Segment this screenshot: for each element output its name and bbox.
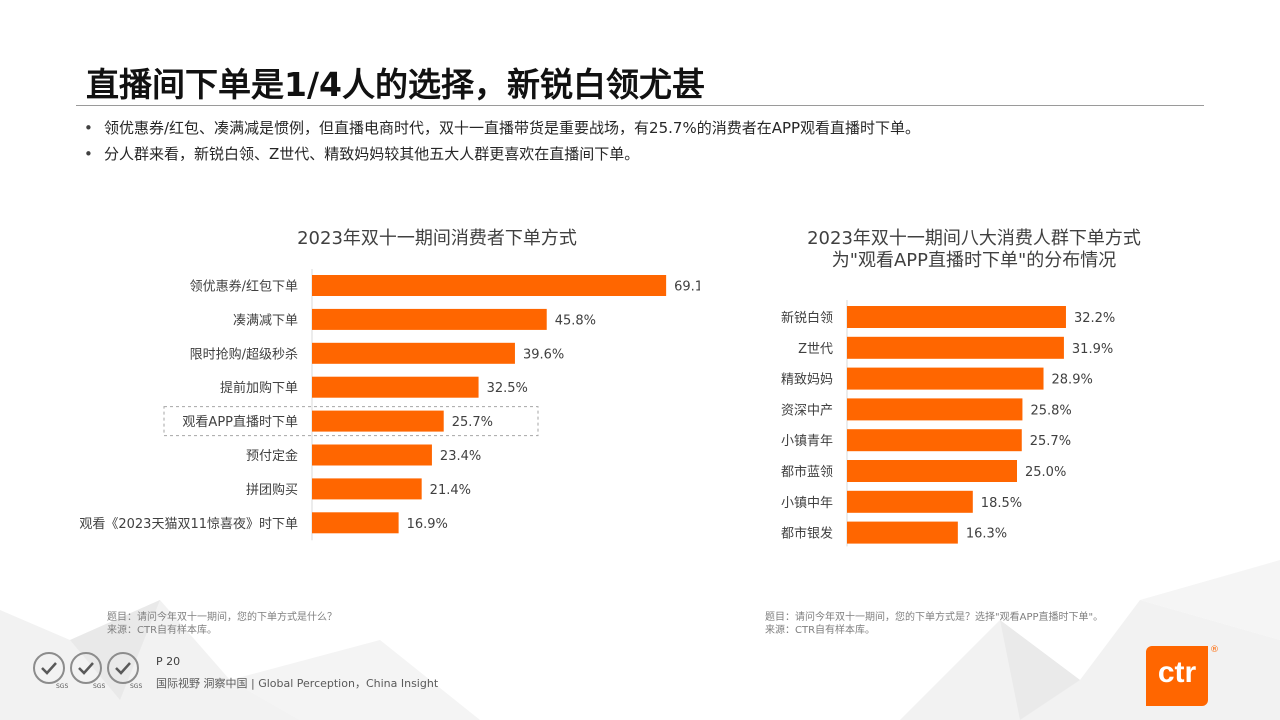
left-chart-title: 2023年双十一期间消费者下单方式 — [297, 228, 577, 249]
value-label: 25.0% — [1025, 465, 1066, 480]
bar — [312, 308, 547, 330]
bar — [312, 512, 399, 534]
value-label: 32.5% — [487, 381, 528, 396]
page-number: P 20 — [156, 655, 181, 668]
category-label: 提前加购下单 — [220, 380, 298, 396]
ctr-logo: ctr — [1146, 646, 1208, 706]
value-label: 16.9% — [407, 517, 448, 532]
bar — [312, 410, 444, 432]
sgs-badge-label: SGS — [56, 683, 68, 690]
bar — [847, 460, 1017, 482]
note-source: 来源：CTR自有样本库。 — [765, 625, 876, 636]
value-label: 25.7% — [452, 415, 493, 430]
value-label: 28.9% — [1052, 373, 1093, 388]
registered-mark: ® — [1210, 645, 1219, 655]
category-label: 小镇中年 — [781, 496, 833, 511]
ctr-logo-text: ctr — [1157, 656, 1197, 689]
left-chart-note: 题目：请问今年双十一期间，您的下单方式是什么？ 来源：CTR自有样本库。 — [107, 611, 337, 637]
category-label: 凑满减下单 — [233, 313, 298, 328]
value-label: 39.6% — [523, 347, 564, 362]
value-label: 18.5% — [981, 496, 1022, 511]
bar — [312, 478, 422, 500]
category-label: Z世代 — [798, 342, 833, 357]
category-label: 资深中产 — [781, 403, 833, 418]
bar — [847, 429, 1022, 452]
bullet-item: 领优惠券/红包、凑满减是惯例，但直播电商时代，双十一直播带货是重要战场，有25.… — [84, 118, 920, 144]
highlight-box — [163, 406, 539, 437]
right-chart-note: 题目：请问今年双十一期间，您的下单方式是？选择"观看APP直播时下单"。 来源：… — [765, 611, 1103, 637]
category-label: 预付定金 — [246, 448, 298, 464]
bar — [847, 521, 958, 544]
right-bar-chart: 新锐白领 32.2% Z世代 31.9% 精致妈妈 28.9% 资深中产 25.8% 小镇青年 2… — [781, 300, 1115, 547]
bullet-list: 领优惠券/红包、凑满减是惯例，但直播电商时代，双十一直播带货是重要战场，有25.… — [84, 118, 920, 170]
category-label: 领优惠券/红包下单 — [190, 279, 298, 295]
value-label: 21.4% — [430, 483, 471, 498]
left-bar-chart: 领优惠券/红包下单 69.1% 凑满减下单 45.8% 限时抢购/超级秒杀 39.6% 提前… — [79, 269, 700, 541]
note-question: 题目：请问今年双十一期间，您的下单方式是？选择"观看APP直播时下单"。 — [765, 612, 1104, 623]
value-label: 45.8% — [555, 313, 596, 328]
value-label: 25.8% — [1030, 403, 1071, 418]
sgs-badge-label: SGS — [93, 683, 105, 690]
category-label: 新锐白领 — [781, 310, 833, 326]
category-label: 精致妈妈 — [781, 373, 833, 388]
bar — [847, 367, 1044, 390]
bar — [312, 444, 432, 466]
value-label: 25.7% — [1030, 434, 1071, 449]
note-source: 来源：CTR自有样本库。 — [107, 625, 218, 636]
bar — [312, 342, 515, 364]
sgs-certification-badges: SGS SGS SGS — [33, 652, 142, 690]
bar — [847, 336, 1064, 359]
bar — [847, 490, 973, 513]
bar — [312, 275, 667, 296]
right-chart-title-line: 2023年双十一期间八大消费人群下单方式 — [807, 228, 1141, 249]
category-label: 观看APP直播时下单 — [182, 414, 298, 430]
category-label: 都市银发 — [781, 526, 833, 542]
value-label: 32.2% — [1074, 311, 1115, 326]
category-label: 都市蓝领 — [781, 464, 833, 480]
category-label: 拼团购买 — [246, 482, 298, 498]
value-label: 23.4% — [440, 449, 481, 464]
note-question: 题目：请问今年双十一期间，您的下单方式是什么？ — [107, 612, 337, 623]
title-divider — [76, 105, 1204, 106]
category-label: 观看《2023天猫双11惊喜夜》时下单 — [79, 516, 298, 532]
sgs-badge-label: SGS — [130, 683, 142, 690]
footer-slogan: 国际视野 洞察中国 | Global Perception，China Insi… — [156, 677, 439, 690]
bar — [847, 306, 1066, 328]
right-chart-title: 2023年双十一期间八大消费人群下单方式 为"观看APP直播时下单"的分布情况 — [770, 228, 1178, 272]
category-label: 小镇青年 — [781, 434, 833, 449]
category-label: 限时抢购/超级秒杀 — [190, 346, 298, 362]
bar — [312, 376, 479, 398]
bullet-item: 分人群来看，新锐白领、Z世代、精致妈妈较其他五大人群更喜欢在直播间下单。 — [84, 144, 920, 170]
bar — [847, 398, 1023, 421]
value-label: 16.3% — [966, 527, 1007, 542]
page-title: 直播间下单是1/4人的选择，新锐白领尤甚 — [86, 65, 705, 104]
value-label: 69.1% — [674, 280, 700, 295]
right-chart-title-line: 为"观看APP直播时下单"的分布情况 — [831, 250, 1117, 271]
value-label: 31.9% — [1072, 342, 1113, 357]
